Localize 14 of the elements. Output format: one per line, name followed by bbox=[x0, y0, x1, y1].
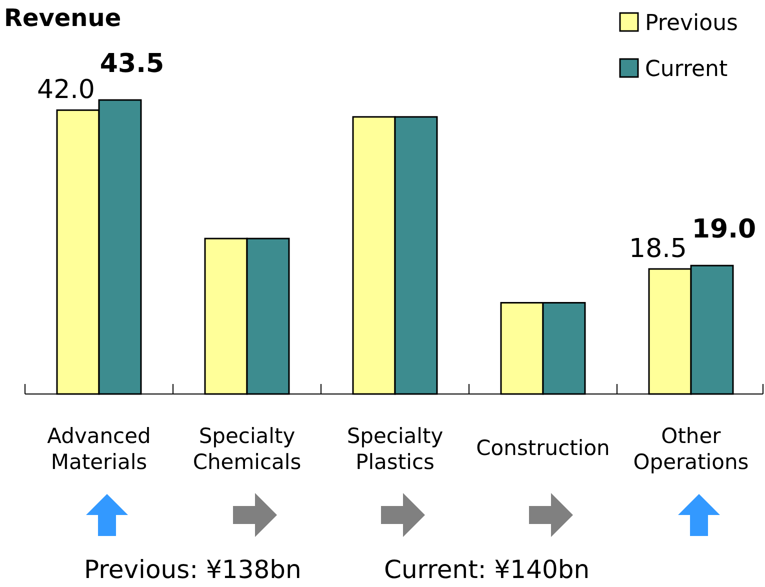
text: Current: ¥140bn bbox=[384, 555, 590, 584]
x-tick-label: Other Operations bbox=[633, 424, 749, 474]
data-label: 43.5 bbox=[100, 49, 164, 79]
data-label: 19.0 bbox=[692, 214, 756, 245]
x-tick-label: Construction bbox=[476, 436, 610, 460]
legend-label: Current bbox=[645, 57, 728, 82]
chart-title: Revenue bbox=[4, 4, 122, 32]
data-label: 42.0 bbox=[37, 75, 95, 106]
x-tick-label: Specialty Chemicals bbox=[192, 424, 302, 474]
x-tick-label: Advanced Materials bbox=[47, 424, 151, 474]
x-tick-label: Specialty Plastics bbox=[346, 424, 444, 474]
text: Previous: ¥138bn bbox=[84, 555, 302, 584]
legend-label: Previous bbox=[645, 11, 738, 36]
data-label: 18.5 bbox=[629, 234, 687, 264]
